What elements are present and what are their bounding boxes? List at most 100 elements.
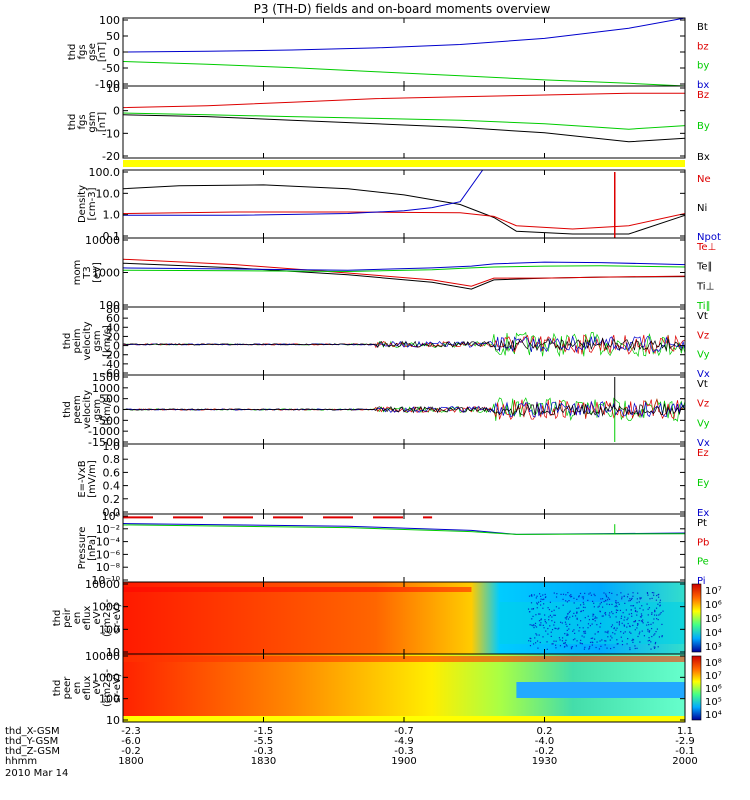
heatmap-speck (553, 640, 555, 642)
heatmap-speck (592, 615, 594, 617)
y-tick-label: 1000 (92, 267, 120, 280)
x-axis-value: 1800 (118, 756, 143, 767)
legend-entry: Ez (697, 448, 709, 459)
x-axis-value: 2000 (672, 756, 697, 767)
heatmap-speck (551, 616, 553, 618)
heatmap-speck (536, 607, 538, 609)
heatmap-speck (545, 596, 547, 598)
heatmap-speck (578, 596, 580, 598)
heatmap-speck (540, 618, 542, 620)
heatmap-speck (618, 622, 620, 624)
heatmap-speck (527, 608, 530, 610)
heatmap-speck (572, 639, 575, 641)
heatmap-speck (616, 643, 618, 645)
y-axis-label-line: peer (62, 676, 73, 700)
heatmap-speck (608, 592, 611, 594)
heatmap-speck (607, 630, 609, 632)
heatmap-speck (600, 622, 602, 625)
colorbar-tick-label: 10⁵ (705, 697, 722, 708)
y-axis-label-line: E=-VxB (77, 460, 88, 497)
y-tick-label: 1000 (92, 671, 120, 684)
heatmap-speck (606, 599, 609, 601)
heatmap-speck (544, 619, 546, 621)
x-axis-row-label: thd_X-GSM (5, 726, 60, 737)
colorbar (691, 583, 702, 653)
heatmap-speck (591, 644, 593, 646)
heatmap-speck (646, 592, 649, 594)
heatmap-speck (654, 610, 656, 612)
heatmap-speck (532, 608, 534, 610)
heatmap-speck (622, 632, 625, 634)
legend-entry: Vy (697, 350, 710, 361)
y-tick-label: -50 (102, 62, 120, 75)
heatmap-speck (549, 625, 551, 627)
heatmap-speck (653, 618, 655, 620)
heatmap-speck (582, 601, 584, 604)
heatmap-speck (588, 619, 591, 621)
heatmap-speck (539, 624, 541, 626)
x-axis-value: -5.5 (254, 736, 274, 747)
heatmap-speck (629, 599, 631, 602)
heatmap-speck (538, 593, 541, 595)
heatmap-speck (650, 641, 652, 643)
x-axis-value: -1.5 (254, 726, 274, 737)
heatmap-speck (594, 617, 596, 619)
heatmap-speck (607, 597, 609, 599)
heatmap-speck (570, 648, 573, 650)
legend-entry: Ex (697, 508, 709, 519)
heatmap-speck (565, 623, 567, 625)
heatmap-speck (553, 621, 556, 623)
heatmap-speck (650, 623, 652, 625)
y-axis-label-line: Pressure (77, 527, 88, 570)
heatmap-speck (605, 640, 607, 642)
heatmap-speck (636, 611, 638, 613)
heatmap-speck (588, 647, 591, 649)
heatmap-speck (631, 615, 633, 617)
heatmap-speck (573, 629, 575, 631)
heatmap-speck (579, 592, 582, 595)
heatmap-speck (596, 617, 598, 619)
colorbar-tick-label: 10⁷ (705, 586, 722, 597)
heatmap-speck (612, 632, 614, 634)
legend-entry: bx (697, 80, 709, 91)
heatmap-speck (647, 608, 649, 610)
heatmap-speck (529, 637, 531, 639)
heatmap-speck (565, 600, 567, 602)
heatmap-speck (604, 599, 607, 602)
panel-frame (122, 237, 686, 308)
heatmap-speck (608, 614, 610, 616)
heatmap-speck (535, 642, 537, 644)
y-tick-label: 10⁻¹⁰ (91, 574, 120, 587)
heatmap-speck (574, 638, 576, 640)
heatmap-speck (647, 628, 649, 631)
heatmap-speck (556, 593, 558, 595)
heatmap-speck (543, 627, 545, 629)
heatmap-speck (626, 626, 628, 628)
y-axis-label-line: gse (87, 43, 98, 61)
y-axis-label-line: eflux (82, 606, 93, 631)
x-axis-value: 1930 (532, 756, 557, 767)
heatmap-speck (599, 640, 601, 642)
heatmap-speck (653, 647, 656, 649)
series-line (122, 265, 686, 273)
heatmap-speck (615, 616, 617, 618)
panel-fgs_gsm: 10 0 -10 -20 thd fgs gsm [nT] Bz By Bx (67, 82, 710, 163)
heatmap-speck (598, 648, 601, 650)
legend-entry: Pb (697, 537, 709, 548)
heatmap-speck (613, 627, 616, 629)
heatmap-speck (555, 627, 557, 630)
heatmap-speck (555, 644, 557, 646)
heatmap-speck (553, 592, 555, 594)
heatmap-speck (574, 632, 576, 634)
heatmap-speck (578, 607, 580, 609)
y-axis-label-line: mom (72, 260, 83, 286)
y-axis-label-line: [km/s] (102, 325, 113, 357)
heatmap-speck (651, 612, 653, 614)
series-line (122, 211, 686, 230)
y-axis-label-line: sr-eV) (112, 603, 123, 632)
heatmap-speck (530, 595, 532, 597)
heatmap-speck (613, 646, 615, 649)
heatmap-speck (648, 639, 651, 642)
heatmap-speck (535, 597, 537, 599)
heatmap-speck (606, 631, 608, 633)
